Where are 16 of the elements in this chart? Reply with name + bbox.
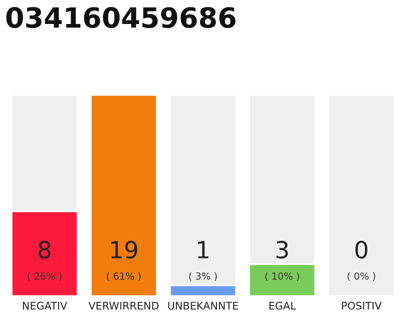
data-label: 1 xyxy=(198,241,208,258)
x-tick-label: VERWIRREND xyxy=(88,302,159,310)
data-label: 19 xyxy=(111,240,138,259)
annotation: ( 61% ) xyxy=(106,272,141,281)
data-label: 8 xyxy=(38,240,50,259)
chart-title: 034160459686 xyxy=(6,7,236,28)
x-tick-label: EGAL xyxy=(269,302,296,310)
data-label: 0 xyxy=(355,240,368,259)
data-label: 3 xyxy=(276,240,288,259)
annotation: ( 26% ) xyxy=(28,272,62,281)
x-tick-label: UNBEKANNTE xyxy=(168,302,238,310)
x-tick-label: NEGATIV xyxy=(22,302,68,310)
annotation: ( 10% ) xyxy=(265,272,300,281)
annotation: ( 0% ) xyxy=(348,272,376,281)
annotation: ( 3% ) xyxy=(189,272,217,281)
x-tick-label: POSITIV xyxy=(342,302,382,310)
